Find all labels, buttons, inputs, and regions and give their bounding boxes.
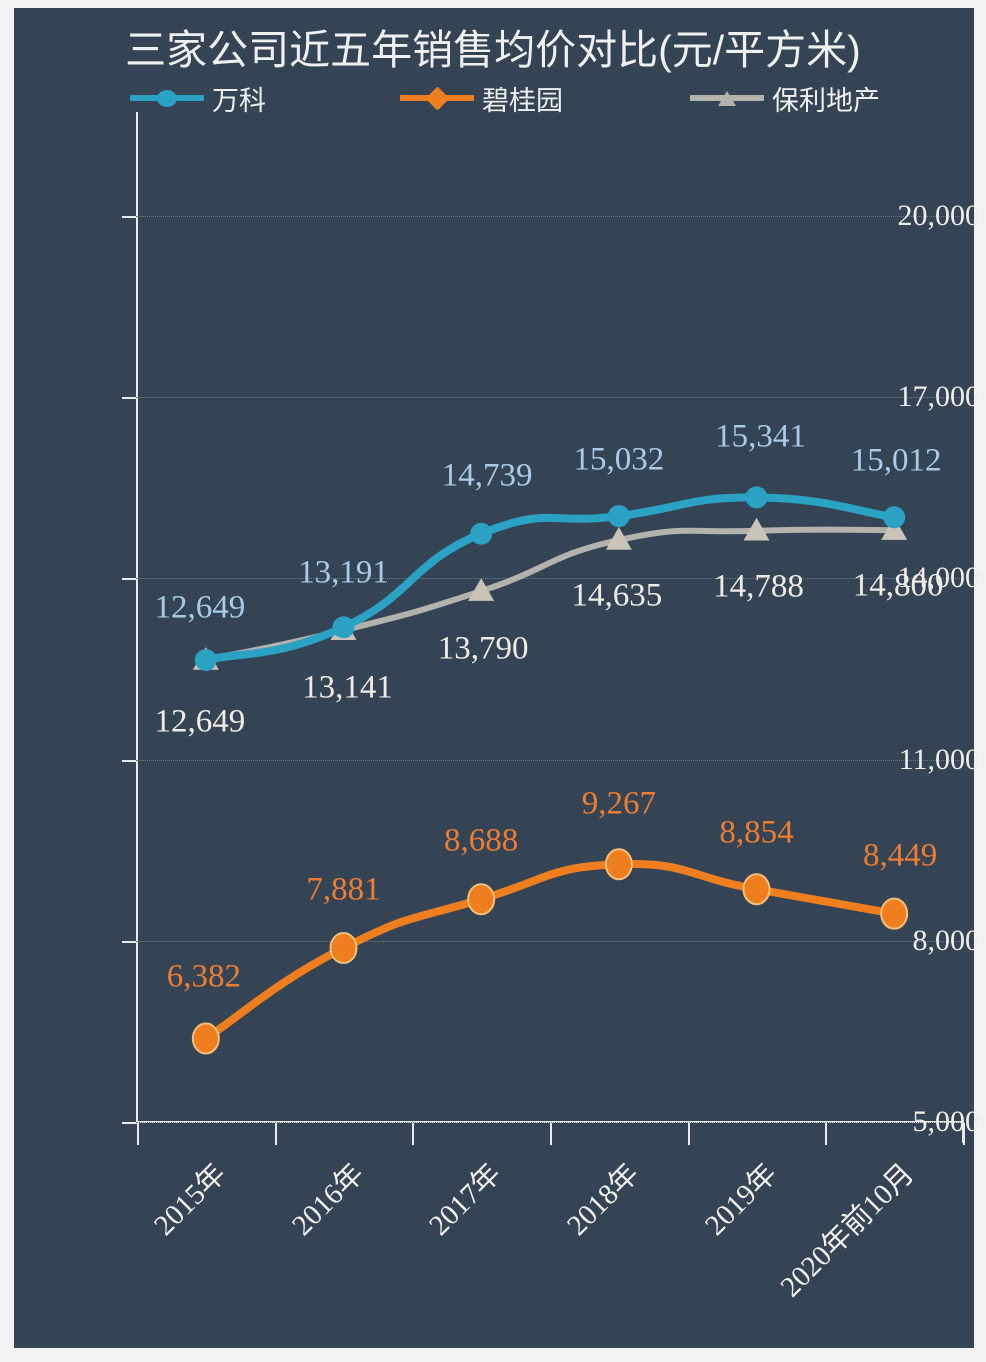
chart-title: 三家公司近五年销售均价对比(元/平方米) [125,27,861,73]
chart-canvas [14,8,974,1348]
legend-label-wanke: 万科 [212,85,266,116]
legend-swatch-diamond-icon [400,84,474,112]
chart-legend: 万科 碧桂园 保利地产 [130,78,880,118]
legend-swatch-triangle-icon [690,84,764,112]
legend-swatch-circle-icon [130,84,204,112]
legend-label-biguiyuan: 碧桂园 [482,85,563,116]
legend-item-wanke[interactable]: 万科 [130,78,266,118]
legend-item-biguiyuan[interactable]: 碧桂园 [400,78,563,118]
legend-label-baoli: 保利地产 [772,85,880,116]
legend-item-baoli[interactable]: 保利地产 [690,78,880,118]
